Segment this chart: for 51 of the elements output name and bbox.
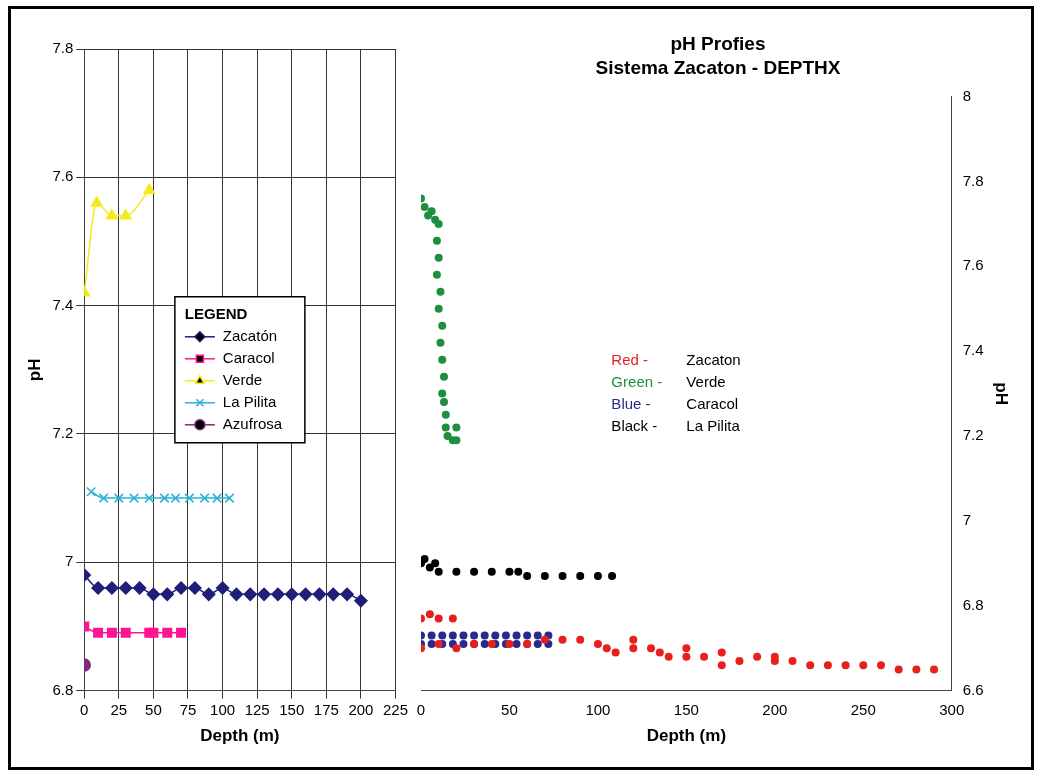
y-tick-label: 7 [64, 552, 74, 570]
y-tick-label: 7 [962, 511, 972, 529]
x-tick-label: 250 [850, 700, 876, 718]
y-tick-label: 7.6 [962, 256, 984, 274]
x-tick-label: 200 [348, 700, 374, 718]
chart-title: pH Profies [670, 32, 766, 54]
x-tick-label: 100 [585, 700, 611, 718]
annotation: Black - [611, 416, 658, 434]
annotation: Verde [686, 372, 726, 390]
y-tick-label: 8 [962, 86, 972, 104]
x-tick-label: 0 [416, 700, 426, 718]
y-tick-label: 7.6 [52, 167, 74, 185]
y-tick-label: 7.4 [52, 295, 74, 313]
x-axis-title: Depth (m) [646, 726, 727, 746]
x-tick-label: 150 [279, 700, 305, 718]
legend-label: Caracol [222, 348, 275, 366]
y-axis-title: pH [992, 382, 1012, 405]
x-tick-label: 175 [313, 700, 339, 718]
x-tick-label: 50 [501, 700, 518, 718]
y-tick-label: 6.8 [52, 680, 74, 698]
legend-label: Zacatón [222, 326, 278, 344]
y-tick-label: 7.2 [962, 426, 984, 444]
x-tick-label: 125 [244, 700, 270, 718]
x-tick-label: 75 [179, 700, 197, 718]
annotation: Caracol [686, 394, 739, 412]
legend-label: Verde [222, 370, 263, 388]
annotation: Green - [611, 372, 663, 390]
y-tick-label: 6.8 [962, 595, 984, 613]
x-axis-title: Depth (m) [200, 726, 280, 746]
x-tick-label: 25 [110, 700, 128, 718]
legend-label: La Pilita [222, 392, 277, 410]
annotation: Blue - [611, 394, 651, 412]
y-tick-label: 7.8 [52, 39, 74, 57]
y-tick-label: 7.4 [962, 341, 984, 359]
x-tick-label: 150 [673, 700, 699, 718]
x-tick-label: 0 [80, 700, 89, 718]
y-tick-label: 7.8 [962, 171, 984, 189]
x-tick-label: 50 [145, 700, 162, 718]
annotation: Red - [611, 350, 649, 368]
legend-title: LEGEND [184, 304, 248, 322]
y-tick-label: 7.2 [52, 424, 74, 442]
annotation: Zacaton [686, 350, 741, 368]
y-tick-label: 6.6 [962, 680, 984, 698]
x-tick-label: 300 [939, 700, 965, 718]
legend-label: Azufrosa [222, 414, 283, 432]
annotation: La Pilita [686, 416, 741, 434]
y-axis-title: pH [24, 358, 44, 382]
chart-subtitle: Sistema Zacaton - DEPTHX [595, 57, 841, 79]
x-tick-label: 100 [210, 700, 236, 718]
x-tick-label: 225 [382, 700, 408, 718]
x-tick-label: 200 [762, 700, 788, 718]
